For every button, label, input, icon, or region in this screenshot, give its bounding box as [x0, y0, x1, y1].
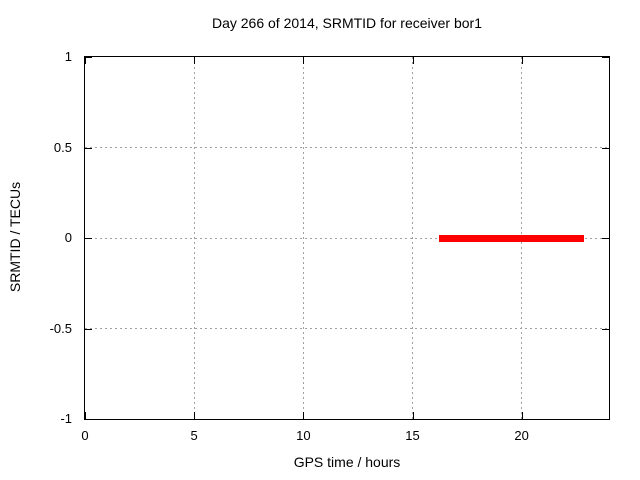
y-gridline	[85, 328, 609, 329]
chart-title: Day 266 of 2014, SRMTID for receiver bor…	[211, 15, 482, 31]
y-tick-mark-right	[602, 328, 609, 330]
x-tick-mark-top	[521, 57, 523, 64]
y-tick-label: 0.5	[53, 139, 72, 155]
y-gridline	[85, 147, 609, 148]
y-tick-mark-right	[602, 57, 609, 58]
x-tick-mark-top	[412, 57, 414, 64]
x-tick-mark	[521, 412, 523, 419]
y-gridline	[85, 237, 609, 239]
y-tick-mark-right	[602, 147, 609, 149]
x-tick-label: 0	[81, 428, 89, 443]
y-tick-mark	[85, 238, 92, 239]
x-tick-label: 5	[190, 428, 198, 443]
x-tick-label: 20	[514, 428, 529, 443]
y-tick-label: 1	[64, 49, 72, 64]
y-tick-label: -1	[60, 411, 72, 426]
x-tick-mark-top	[194, 57, 196, 64]
x-tick-label: 15	[405, 428, 420, 443]
y-tick-mark	[85, 147, 92, 149]
y-tick-mark	[85, 57, 92, 58]
x-axis-label: GPS time / hours	[293, 454, 401, 470]
x-tick-mark-top	[303, 57, 305, 64]
y-tick-mark-right	[602, 419, 609, 420]
x-tick-label: 10	[296, 428, 311, 443]
y-tick-label: -0.5	[49, 320, 72, 336]
x-tick-mark	[194, 412, 196, 419]
x-tick-mark-top	[85, 57, 86, 64]
x-tick-mark	[412, 412, 414, 419]
y-tick-mark	[85, 419, 92, 420]
y-tick-mark	[85, 328, 92, 330]
x-tick-mark	[303, 412, 305, 419]
plot-area	[84, 56, 610, 420]
y-tick-label: 0	[64, 230, 72, 245]
series-line-srmtid	[438, 234, 584, 242]
y-tick-mark-right	[602, 238, 609, 239]
x-tick-mark	[85, 412, 86, 419]
